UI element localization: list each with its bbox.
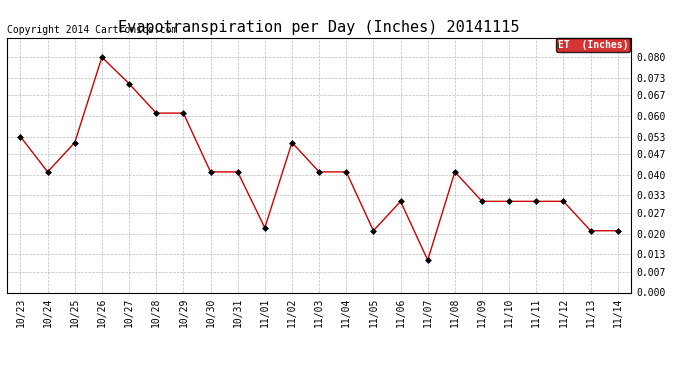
Legend: ET  (Inches): ET (Inches) bbox=[556, 39, 631, 53]
Text: Copyright 2014 Cartronics.com: Copyright 2014 Cartronics.com bbox=[7, 25, 177, 35]
Title: Evapotranspiration per Day (Inches) 20141115: Evapotranspiration per Day (Inches) 2014… bbox=[119, 20, 520, 35]
